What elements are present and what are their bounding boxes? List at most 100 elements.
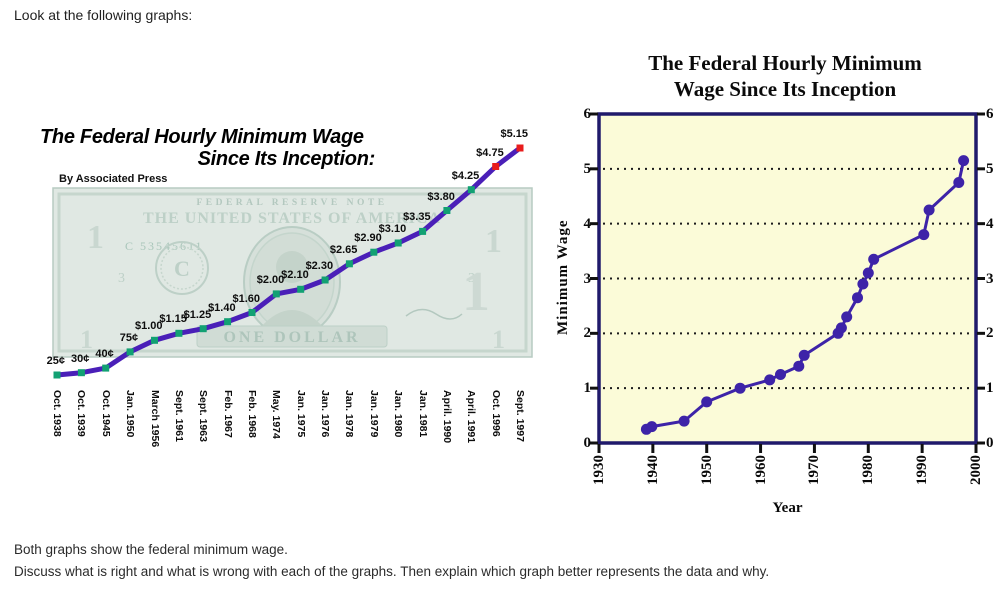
y-tick-label-left: 3 bbox=[583, 270, 592, 287]
data-point-marker bbox=[345, 260, 353, 268]
y-tick-label-left: 0 bbox=[583, 435, 592, 451]
data-point-marker bbox=[199, 325, 207, 333]
y-tick-label-right: 3 bbox=[986, 270, 994, 287]
data-point bbox=[923, 204, 935, 216]
data-point bbox=[868, 253, 880, 265]
category-label: March 1956 bbox=[148, 390, 161, 448]
point-value-label: $1.15 bbox=[159, 313, 187, 326]
bill-main-text: THE UNITED STATES OF AMERICA bbox=[143, 210, 441, 227]
ap-chart-title-line2: Since Its Inception: bbox=[197, 148, 376, 170]
y-tick-label-right: 2 bbox=[986, 325, 994, 342]
data-point-marker bbox=[419, 227, 427, 235]
ap-chart-title-line1: The Federal Hourly Minimum Wage bbox=[40, 126, 364, 148]
data-point-marker bbox=[77, 369, 85, 377]
data-point bbox=[857, 278, 869, 290]
data-point-marker bbox=[248, 309, 256, 316]
scatter-labels: 0 0 1 1 2 2 3 3 4 4 5 5 6 6 1930 1940 1950 1960 1970 1980 19… bbox=[545, 45, 1008, 540]
category-label: Jan. 1976 bbox=[319, 390, 332, 438]
point-value-label: $2.30 bbox=[305, 260, 334, 272]
x-axis-title: Year bbox=[772, 500, 803, 516]
data-point bbox=[764, 374, 776, 386]
point-value-label: $5.15 bbox=[500, 128, 528, 140]
bill-corner-one: 1 bbox=[80, 325, 93, 354]
scatter-title-line1: The Federal Hourly Minimum bbox=[648, 51, 922, 75]
x-tick-label: 1960 bbox=[752, 455, 769, 485]
scatter-title-line2: Wage Since Its Inception bbox=[673, 77, 897, 101]
category-label: May. 1974 bbox=[270, 390, 283, 439]
wage-line-series bbox=[53, 144, 524, 379]
bill-seal-letter: C bbox=[174, 256, 190, 281]
data-point-marker bbox=[53, 371, 61, 379]
category-label: Sept. 1997 bbox=[514, 390, 526, 442]
intro-text: Look at the following graphs: bbox=[14, 7, 193, 23]
category-label: Oct. 1938 bbox=[51, 390, 63, 437]
data-point-marker bbox=[102, 364, 110, 372]
footer-text-line1: Both graphs show the federal minimum wag… bbox=[14, 542, 288, 557]
bill-top-text: FEDERAL RESERVE NOTE bbox=[196, 198, 387, 208]
x-tick-label: 1930 bbox=[591, 455, 607, 485]
bill-corner-one: 1 bbox=[485, 223, 502, 260]
point-value-label: $2.65 bbox=[329, 243, 358, 256]
data-point bbox=[862, 267, 874, 279]
y-tick-label-right: 1 bbox=[986, 380, 994, 397]
category-label: Jan. 1978 bbox=[343, 390, 356, 438]
category-label: April. 1991 bbox=[465, 390, 478, 444]
data-point bbox=[793, 360, 805, 372]
point-value-label: $1.40 bbox=[208, 301, 236, 314]
category-label: Oct. 1996 bbox=[489, 390, 502, 437]
x-tick-label: 1970 bbox=[806, 455, 823, 485]
category-label: April. 1990 bbox=[440, 390, 453, 444]
y-tick-label-right: 5 bbox=[986, 160, 994, 177]
x-tick-label: 1980 bbox=[860, 455, 877, 485]
ap-graph-labels: 25¢ Oct. 1938 30¢ Oct. 1939 40¢ Oct. 1945 75¢ J… bbox=[30, 120, 545, 485]
point-value-label: 30¢ bbox=[71, 352, 90, 365]
scatter-canvas bbox=[590, 112, 985, 453]
category-label: Feb. 1968 bbox=[246, 390, 258, 438]
ap-graph-canvas: FEDERAL RESERVE NOTE THE UNITED STATES O… bbox=[52, 144, 533, 379]
x-tick-label: 1940 bbox=[644, 455, 661, 485]
y-tick-label-left: 2 bbox=[583, 325, 592, 342]
bill-corner-one: 1 bbox=[87, 219, 104, 256]
data-point-marker bbox=[370, 248, 378, 256]
data-point bbox=[798, 349, 810, 361]
x-tick-label: 1990 bbox=[914, 455, 931, 485]
data-point-marker bbox=[492, 163, 500, 170]
bill-banner-text: ONE DOLLAR bbox=[223, 329, 360, 346]
data-point bbox=[852, 292, 863, 304]
ap-chart-byline: By Associated Press bbox=[59, 173, 168, 185]
data-point-marker bbox=[272, 290, 280, 298]
data-point-marker bbox=[443, 207, 451, 214]
data-point bbox=[646, 421, 658, 433]
footer-text-line2: Discuss what is right and what is wrong … bbox=[14, 564, 770, 579]
ap-line-graph: FEDERAL RESERVE NOTE THE UNITED STATES O… bbox=[30, 120, 545, 485]
bill-corner-one: 1 bbox=[492, 325, 505, 354]
dollar-bill-watermark: FEDERAL RESERVE NOTE THE UNITED STATES O… bbox=[52, 187, 533, 358]
y-tick-label-right: 0 bbox=[986, 435, 994, 451]
data-point bbox=[775, 369, 786, 380]
point-value-label: 75¢ bbox=[119, 331, 139, 344]
point-value-label: $4.75 bbox=[476, 146, 504, 159]
category-label: Jan. 1980 bbox=[392, 390, 405, 438]
data-point-marker bbox=[516, 144, 524, 152]
point-value-label: $3.80 bbox=[427, 190, 455, 203]
scatter-chart-title: The Federal Hourly Minimum Wage Since It… bbox=[575, 50, 995, 102]
data-point bbox=[953, 177, 965, 188]
category-label: Jan. 1979 bbox=[367, 390, 380, 438]
point-value-label: $2.10 bbox=[281, 269, 309, 282]
point-value-label: 40¢ bbox=[95, 348, 114, 361]
category-label: Feb. 1967 bbox=[221, 390, 234, 438]
data-point-marker bbox=[175, 329, 183, 337]
point-value-label: $2.90 bbox=[354, 232, 382, 245]
y-tick-label-left: 5 bbox=[583, 160, 592, 177]
point-value-label: $1.60 bbox=[232, 292, 260, 305]
category-label: Oct. 1939 bbox=[75, 390, 88, 437]
data-point-marker bbox=[467, 186, 475, 194]
y-axis-title: Minimum Wage bbox=[555, 219, 571, 335]
bill-signature bbox=[405, 308, 463, 320]
x-tick-label: 1950 bbox=[698, 455, 715, 485]
data-point bbox=[701, 396, 713, 408]
y-tick-label-left: 6 bbox=[583, 106, 592, 122]
data-point bbox=[734, 382, 746, 394]
point-value-label: $4.25 bbox=[451, 169, 480, 182]
